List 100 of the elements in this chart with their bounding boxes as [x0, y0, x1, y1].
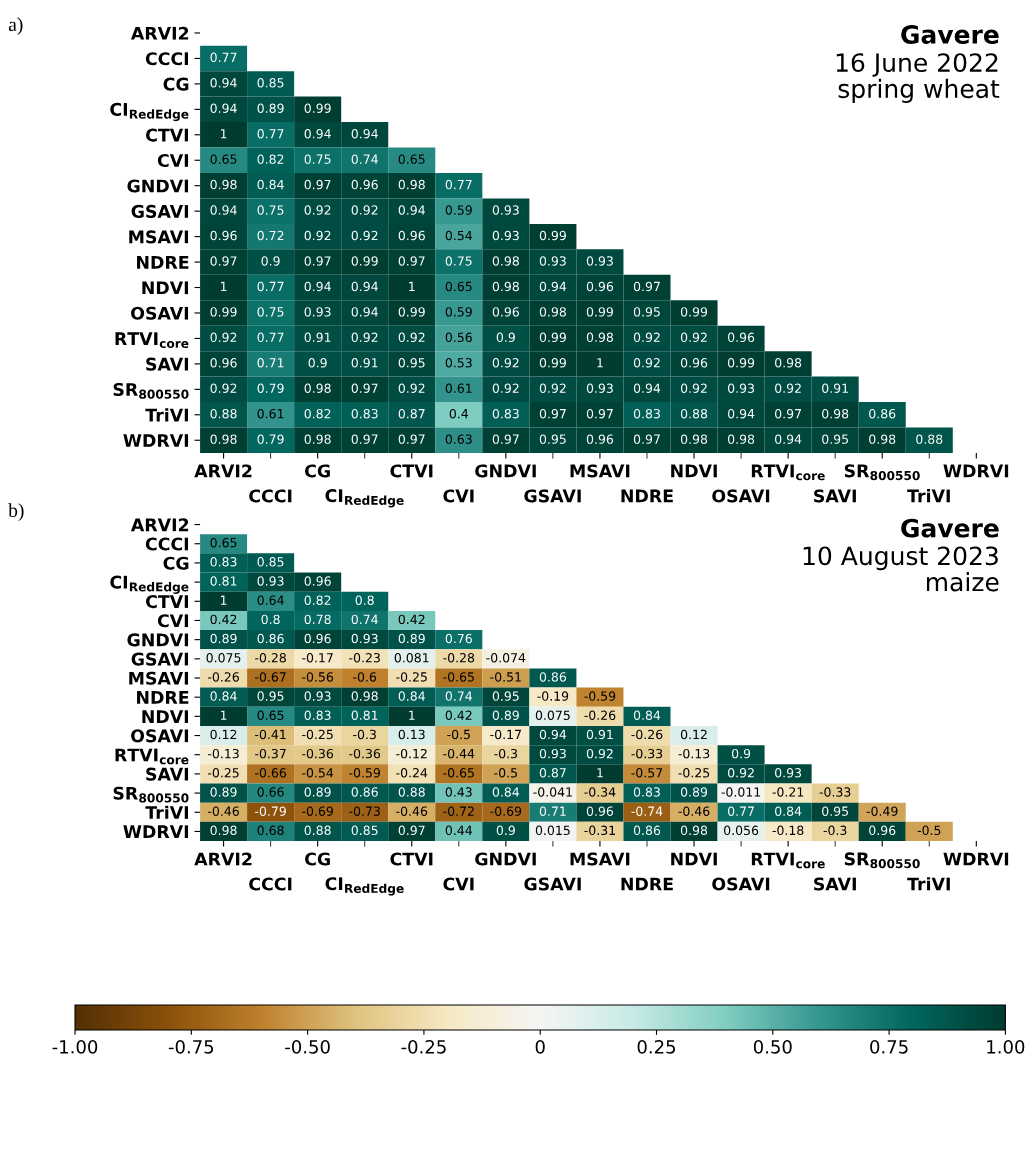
data-label: -0.36: [302, 748, 334, 759]
data-label: 0.81: [351, 710, 378, 720]
data-label: 0.77: [445, 179, 472, 190]
x-tick-label: GNDVI: [475, 852, 536, 866]
y-tick-label: SR$_{800550}$: [113, 382, 189, 399]
y-tick-label: CVI: [157, 614, 189, 628]
data-label: 0.94: [539, 281, 567, 292]
x-tick-label: NDVI: [671, 464, 717, 478]
data-label: 0.92: [351, 332, 378, 343]
data-label: 0.65: [210, 537, 237, 548]
data-label: 0.97: [398, 434, 425, 444]
data-label: -0.26: [631, 729, 663, 740]
data-label: 0.93: [539, 748, 566, 759]
data-label: -0.5: [447, 729, 470, 740]
data-label: 0.61: [445, 383, 472, 393]
data-label: 0.88: [210, 408, 237, 419]
y-tick-label: WDRVI: [123, 434, 189, 447]
data-label: 0.94: [398, 205, 425, 215]
data-label: 0.86: [869, 408, 896, 419]
y-tick-label: GSAVI: [131, 204, 189, 218]
y-tick-label: CCCI: [145, 52, 189, 66]
data-label: 0.97: [633, 281, 660, 292]
data-label: 0.42: [210, 614, 237, 625]
data-label: 0.93: [586, 383, 613, 393]
data-label: 0.78: [304, 614, 331, 625]
data-label: -0.33: [631, 748, 663, 759]
data-label: -0.6: [353, 672, 377, 682]
data-label: 0.98: [304, 383, 331, 393]
data-label: -0.3: [494, 748, 518, 759]
data-label: 0.74: [445, 691, 473, 701]
data-label: 0.92: [398, 383, 425, 393]
data-label: -0.41: [255, 729, 286, 740]
data-label: 0.83: [304, 710, 331, 720]
color-bar-label: 0: [535, 1040, 545, 1054]
data-label: 0.98: [539, 307, 566, 317]
data-label: 0.96: [586, 281, 614, 292]
data-label: 0.92: [586, 748, 613, 759]
data-label: 0.88: [398, 787, 425, 797]
text: b): [8, 503, 24, 521]
data-label: -0.26: [584, 710, 616, 720]
data-label: 0.92: [633, 358, 660, 368]
x-tick-label: GSAVI: [524, 877, 581, 891]
x-tick-label: MSAVI: [570, 464, 630, 478]
x-tick-label: RTVI$_{core}$: [751, 852, 825, 869]
data-label: 0.59: [445, 205, 472, 215]
data-label: -0.59: [584, 691, 616, 701]
data-label: -0.3: [823, 825, 847, 836]
data-label: 0.63: [445, 434, 472, 444]
y-tick-label: CI$_{RedEdge}$: [110, 102, 189, 122]
data-label: 0.61: [257, 408, 284, 419]
data-label: 0.95: [492, 691, 519, 701]
data-label: -0.21: [772, 787, 804, 797]
x-tick-label: GSAVI: [524, 489, 581, 503]
data-label: -0.57: [631, 768, 663, 778]
data-label: -0.66: [255, 768, 286, 778]
data-label: 0.9: [261, 256, 280, 266]
y-tick-label: SAVI: [146, 767, 189, 781]
data-label: 0.98: [304, 434, 331, 444]
data-label: 0.86: [539, 672, 567, 682]
data-label: 0.87: [539, 768, 566, 778]
y-tick-label: CVI: [157, 153, 189, 168]
data-label: 0.42: [445, 710, 472, 720]
x-tick-label: CI$_{RedEdge}$: [325, 877, 404, 896]
data-label: 0.98: [869, 434, 896, 444]
data-label: 0.92: [210, 383, 237, 393]
data-label: 1: [220, 281, 227, 291]
data-label: 0.88: [304, 825, 331, 836]
x-tick-label: OSAVI: [712, 489, 770, 503]
data-label: -0.19: [537, 691, 569, 701]
data-label: 0.66: [257, 787, 284, 797]
data-label: 0.99: [210, 307, 237, 317]
data-label: 0.89: [210, 633, 237, 644]
x-tick-label: CCCI: [249, 877, 292, 891]
data-label: -0.46: [678, 806, 710, 816]
color-bar-label: -0.50: [285, 1040, 330, 1054]
data-label: 0.93: [727, 383, 754, 393]
data-label: 0.8: [355, 595, 374, 605]
data-label: 0.92: [398, 332, 425, 343]
data-label: 0.65: [398, 154, 425, 164]
data-label: 0.88: [680, 408, 708, 419]
y-tick-label: ARVI2: [130, 26, 189, 40]
data-label: 0.015: [535, 825, 570, 836]
data-label: -0.79: [255, 806, 286, 816]
data-label: 0.98: [492, 256, 519, 266]
x-tick-label: MSAVI: [570, 852, 630, 866]
chart-title: Gavere: [901, 25, 999, 44]
data-label: 0.9: [496, 332, 515, 343]
data-label: 0.94: [304, 128, 331, 139]
data-label: 0.97: [775, 408, 801, 419]
data-label: 0.83: [633, 408, 660, 419]
data-label: 0.93: [492, 230, 519, 241]
data-label: 0.77: [257, 332, 284, 343]
data-label: 0.13: [398, 729, 425, 740]
data-label: 0.96: [492, 307, 519, 317]
data-label: -0.25: [302, 729, 333, 740]
y-tick-label: OSAVI: [131, 729, 189, 743]
x-tick-label: SAVI: [814, 489, 856, 503]
data-label: 0.97: [304, 256, 331, 266]
data-label: 0.79: [257, 434, 284, 444]
x-tick-label: WDRVI: [943, 464, 1009, 478]
